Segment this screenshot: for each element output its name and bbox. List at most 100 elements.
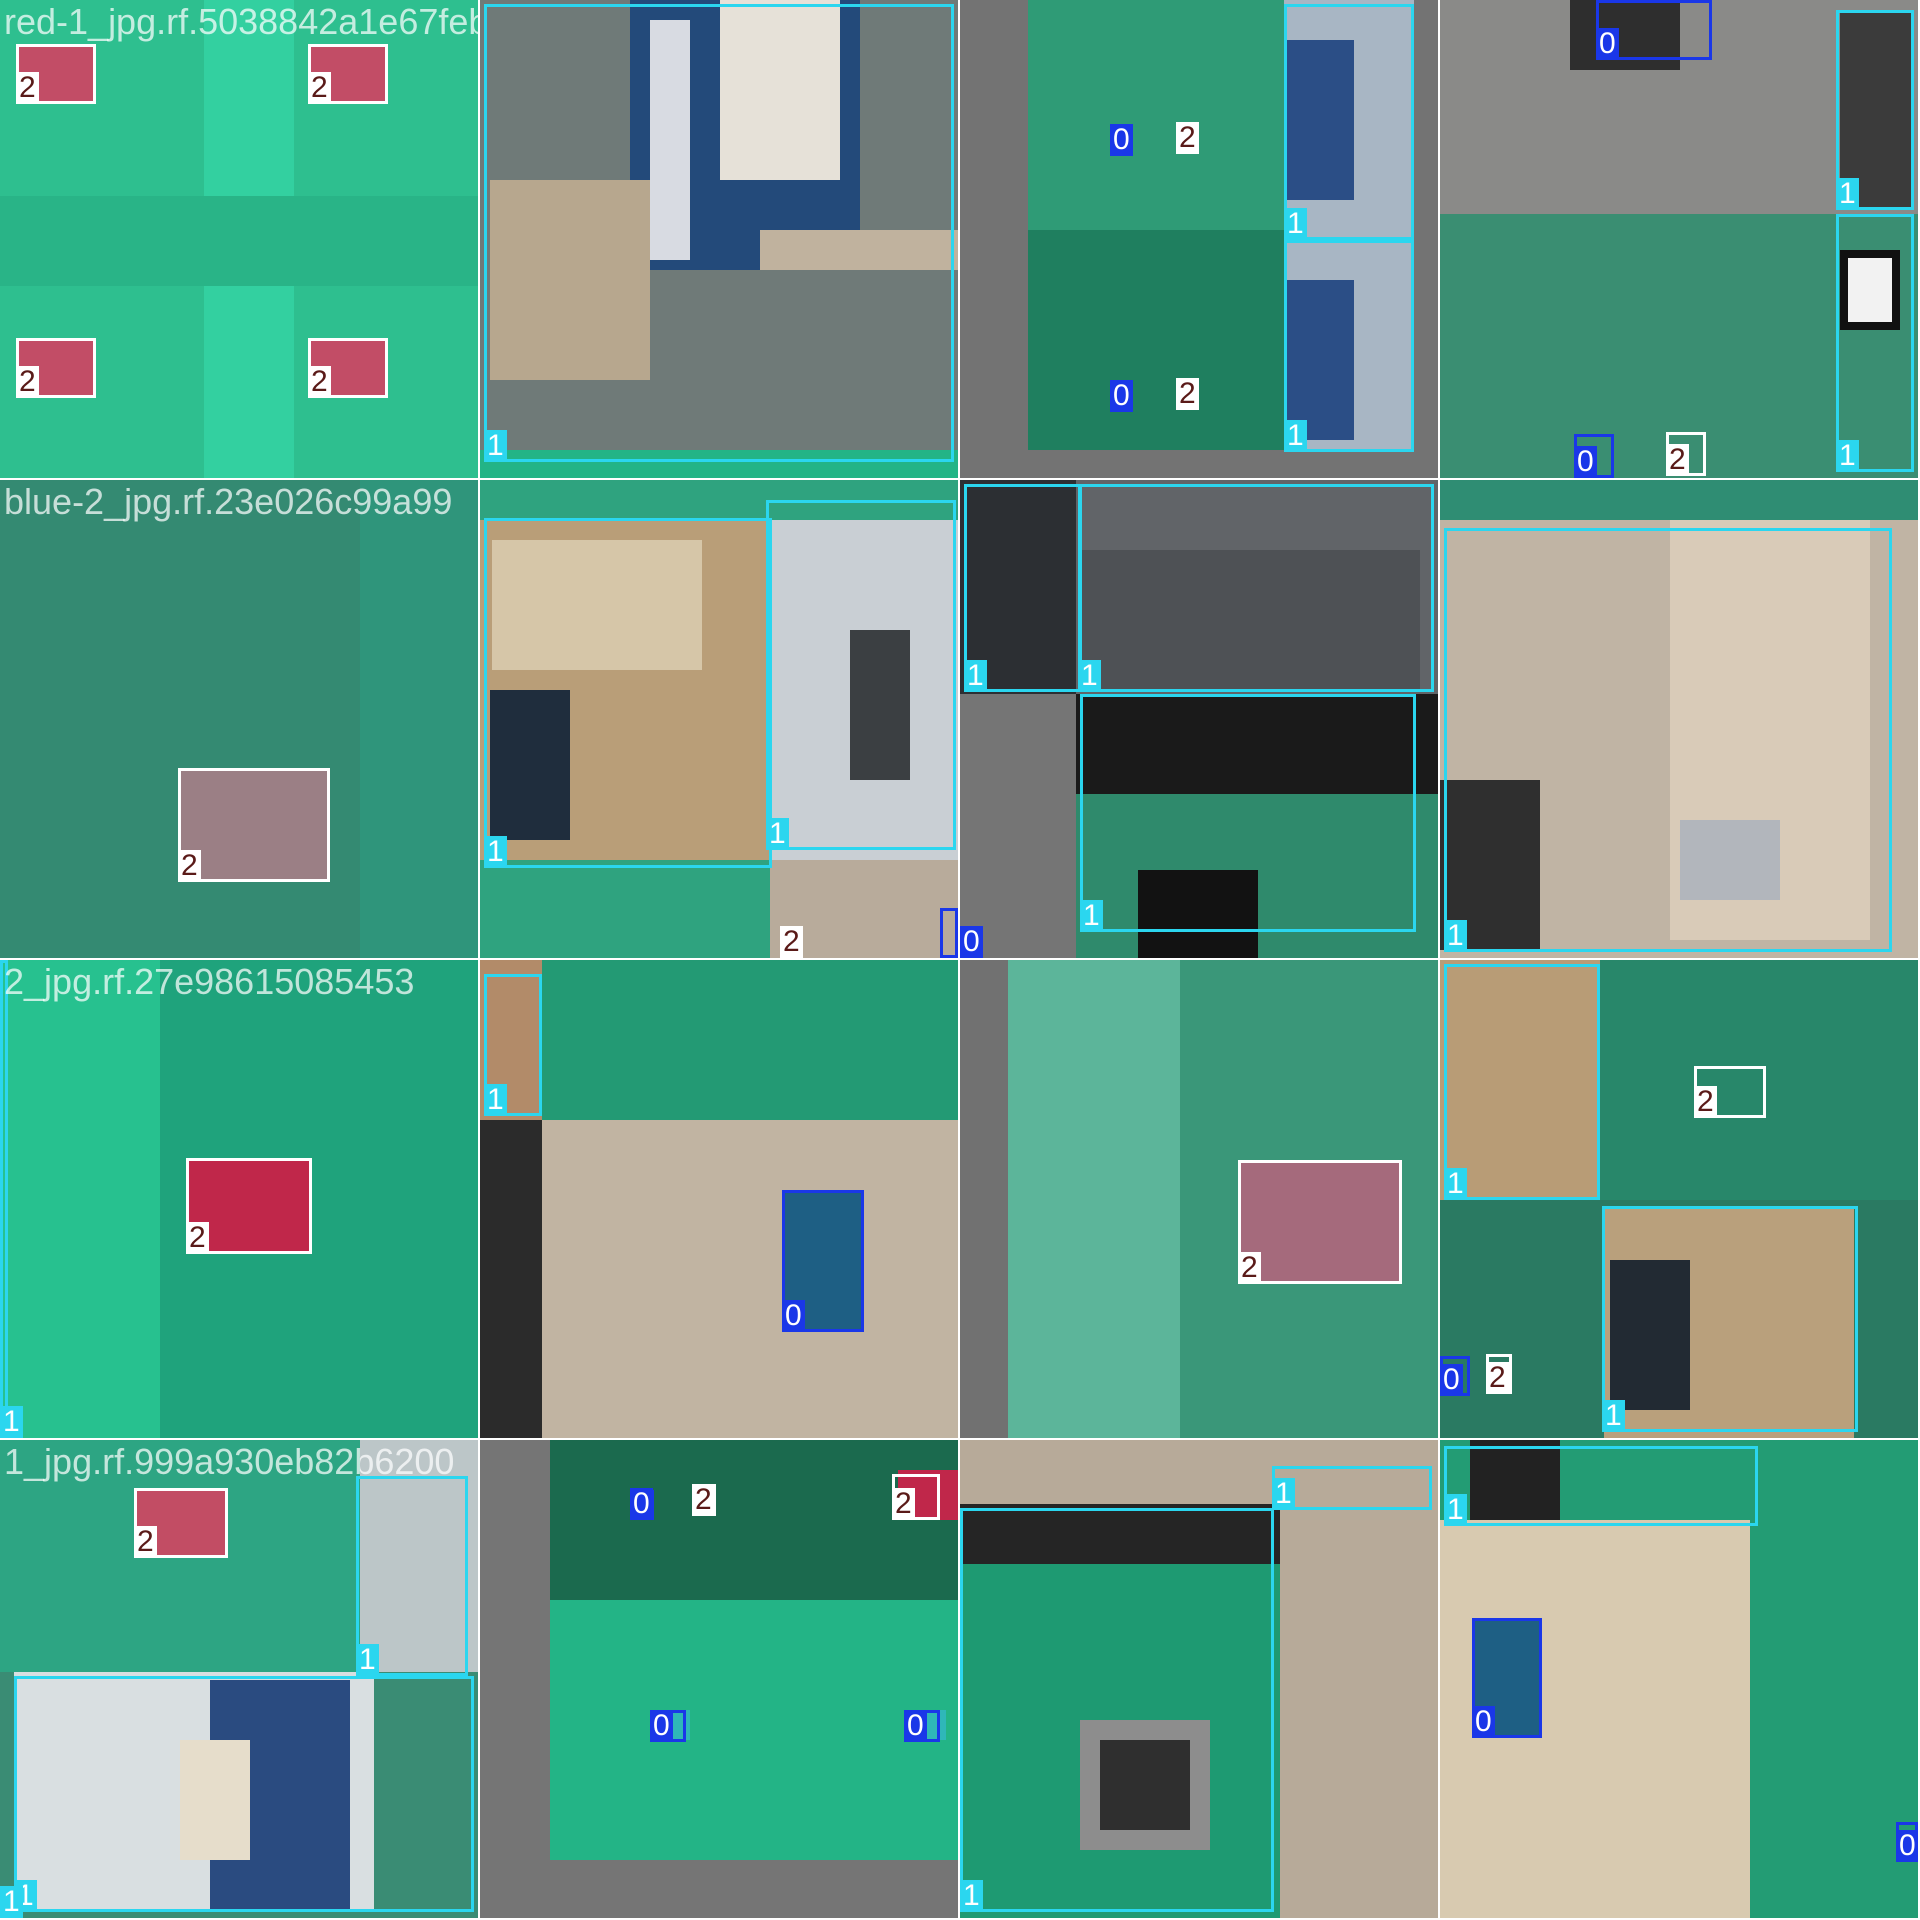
detection-class-label: 0 [1110,124,1133,156]
detection-class-label: 1 [484,430,507,462]
detection-box-class-1 [484,4,954,462]
scene-region [550,1600,958,1860]
detection-class-label: 1 [1836,440,1859,472]
detection-class-label: 2 [186,1222,209,1254]
scene-region [960,960,1008,1438]
detection-box-class-1 [1444,528,1892,952]
detection-box-class-1 [1078,484,1434,692]
scene-region [1284,40,1354,200]
scene-region [490,690,570,840]
detection-box-class-1 [1836,10,1914,210]
detection-box-class-1 [1272,1466,1432,1510]
detection-box-class-1 [1836,214,1914,472]
detection-class-label: 2 [1176,122,1199,154]
scene-region [1028,230,1284,450]
scene-region [1470,1440,1560,1520]
detection-box-class-2 [1238,1160,1402,1284]
scene-region [1284,280,1354,440]
mosaic-tile: 1 [480,0,958,478]
detection-box-class-1 [484,974,542,1116]
detection-class-label: 0 [650,1710,673,1742]
scene-region [1076,694,1438,794]
scene-region [1440,480,1918,520]
scene-region [960,480,1076,694]
scene-region [760,230,958,270]
detection-class-label: 2 [1486,1362,1509,1394]
scene-region [180,1740,250,1860]
scene-region [1240,1162,1400,1282]
scene-region [360,480,478,958]
detection-class-label: 2 [308,366,331,398]
detection-class-label: 1 [0,1406,23,1438]
detection-class-label: 1 [1284,208,1307,240]
scene-region [1840,10,1914,210]
detection-box-class-2 [134,1488,228,1558]
mosaic-tile: 2 [960,960,1438,1438]
detection-class-label: 1 [0,1886,23,1918]
scene-region [1680,820,1780,900]
detection-class-label: 0 [1440,1364,1463,1396]
scene-region [1100,1740,1190,1830]
mosaic-tile: 0 1 1 0 2 [1440,0,1918,478]
detection-class-label: 1 [1602,1400,1625,1432]
detection-box-class-1 [1444,964,1600,1200]
scene-region [492,540,702,670]
detection-class-label: 0 [630,1488,653,1520]
detection-class-label: 1 [1272,1478,1295,1510]
detection-box-class-2 [178,768,330,882]
scene-region [480,960,958,1120]
detection-box-class-0 [1472,1618,1542,1738]
detection-class-label: 0 [904,1710,927,1742]
detection-class-label: 1 [964,660,987,692]
scene-region [1848,258,1892,322]
detection-class-label: 1 [1444,920,1467,952]
scene-region [0,196,478,286]
mosaic-tile: 0 2 2 0 0 [480,1440,958,1918]
detection-box-class-1 [1602,1206,1858,1432]
scene-region [1600,960,1918,1200]
detection-box-class-0 [782,1190,864,1332]
scene-region [960,1504,1280,1564]
detection-class-label: 2 [892,1488,915,1520]
mosaic-tile: 1 1 2 [480,480,958,958]
scene-region [178,768,328,880]
detection-box-class-1 [0,960,8,1438]
detection-class-label: 0 [1110,380,1133,412]
detection-class-label: 1 [766,818,789,850]
scene-region [490,180,650,380]
detection-class-label: 0 [1472,1706,1495,1738]
detection-class-label: 2 [692,1484,715,1516]
scene-region [720,0,840,180]
scene-region [1028,0,1284,230]
detection-class-label: 0 [1896,1830,1918,1862]
detection-class-label: 0 [1574,446,1597,478]
detection-class-label: 0 [1596,28,1619,60]
detection-class-label: 1 [1836,178,1859,210]
detection-class-label: 2 [16,366,39,398]
detection-class-label: 2 [1238,1252,1261,1284]
detection-class-label: 1 [1444,1494,1467,1526]
detection-box-class-1 [1080,694,1416,932]
mosaic-tile: 0 2 0 2 1 1 [960,0,1438,478]
mosaic-tile: 2 1 2_jpg.rf.27e98615085453 [0,960,478,1438]
scene-region [480,450,958,478]
detection-class-label: 2 [16,72,39,104]
mosaic-tile: 2 blue-2_jpg.rf.23e026c99a99 [0,480,478,958]
detection-box-class-2 [186,1158,312,1254]
scene-region [1610,1260,1690,1410]
detection-class-label: 2 [780,926,803,958]
detection-class-label: 2 [308,72,331,104]
detection-class-label: 1 [1284,420,1307,452]
detection-box-class-1 [960,1508,1274,1912]
detection-class-label: 1 [1444,1168,1467,1200]
scene-region [1138,870,1258,958]
detection-box-class-1 [1444,1446,1758,1526]
detection-box-class-0 [940,908,958,958]
detection-class-label: 2 [1666,444,1689,476]
scene-region [1080,550,1420,690]
detection-class-label: 1 [356,1644,379,1676]
mosaic-tile: 2 1 1 1 1_jpg.rf.999a930eb82b6200 [0,1440,478,1918]
detection-class-label: 1 [1078,660,1101,692]
